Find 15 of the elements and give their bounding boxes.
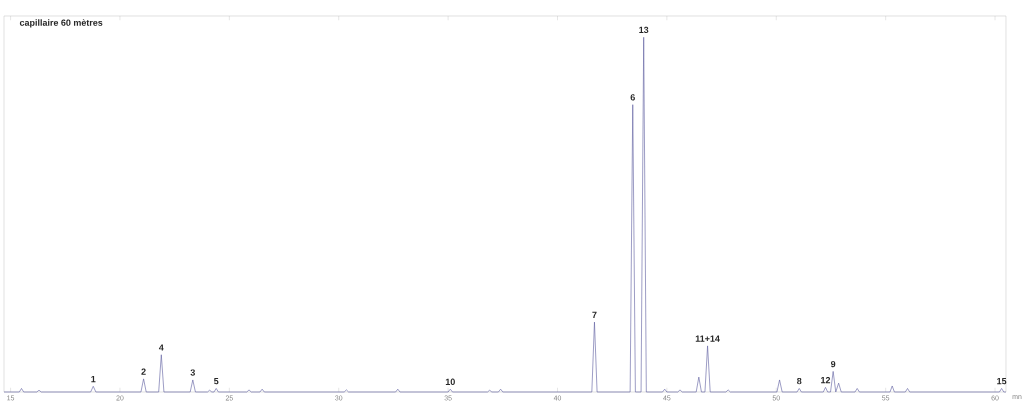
annotation: 7 — [592, 311, 597, 318]
annotation: 9 — [830, 360, 836, 368]
annotation: 4 — [158, 344, 164, 351]
chart-title: capillaire 60 mètres — [19, 19, 103, 28]
annotation: 2 — [141, 368, 146, 375]
annotation: 12 — [821, 376, 831, 384]
annotation: 5 — [214, 378, 219, 385]
annotation: 15 — [997, 378, 1007, 385]
annotation: 13 — [639, 26, 649, 34]
annotation: 11+14 — [695, 335, 720, 342]
annotation: 1 — [91, 375, 96, 383]
annotation: 10 — [445, 378, 455, 385]
annotation: 3 — [190, 369, 195, 376]
annotation: 8 — [797, 377, 802, 385]
annotation: 6 — [630, 94, 635, 101]
